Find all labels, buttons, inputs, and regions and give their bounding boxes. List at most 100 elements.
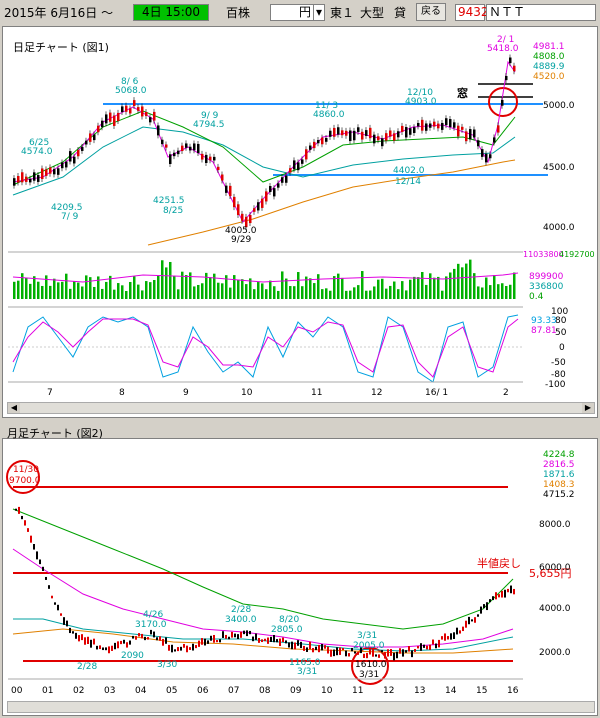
volume-bar <box>489 285 492 299</box>
monthly-candle <box>120 640 122 645</box>
monthly-candle <box>258 637 260 643</box>
label-79-date: 7/ 9 <box>61 212 79 222</box>
monthly-candle <box>435 643 437 649</box>
volume-bar <box>21 273 24 299</box>
monthly-candle <box>282 637 284 643</box>
label-1214-value: 4402.0 <box>393 166 425 176</box>
daily-candle <box>381 138 384 147</box>
back-button[interactable]: 戻る <box>416 3 446 21</box>
label-1214-date: 12/14 <box>395 177 421 187</box>
year-label: 11 <box>352 686 363 696</box>
monthly-candle <box>465 620 467 628</box>
monthly-candle <box>303 645 305 651</box>
stoch-k-line <box>12 314 519 383</box>
daily-candle <box>97 125 100 133</box>
monthly-ma-green <box>12 508 514 630</box>
volume-bar <box>469 259 472 299</box>
month-label-9: 9 <box>183 388 189 398</box>
monthly-candle <box>375 654 377 657</box>
volume-bar <box>349 290 352 299</box>
label-113-value: 4860.0 <box>313 110 345 120</box>
daily-candle <box>185 143 188 148</box>
daily-candle <box>513 65 516 72</box>
period-label: 百株 <box>226 6 251 20</box>
scroll-right-icon[interactable]: ▶ <box>582 403 594 413</box>
daily-candle <box>265 191 268 202</box>
monthly-candle <box>372 649 374 657</box>
code-field[interactable]: 9432 <box>455 4 489 21</box>
daily-candle <box>137 107 140 111</box>
daily-candle <box>497 125 500 133</box>
monthly-candle <box>24 520 26 526</box>
volume-bar <box>157 275 160 299</box>
monthly-candle <box>405 650 407 653</box>
daily-candle <box>129 108 132 114</box>
monthly-candle <box>429 644 431 650</box>
daily-candle <box>345 130 348 136</box>
daily-candle <box>293 160 296 170</box>
label-228b-date: 2/28 <box>231 605 251 615</box>
daily-candle <box>197 143 200 153</box>
monthly-candle <box>234 633 236 638</box>
stoch-value-d: 87.81 <box>531 326 557 336</box>
volume-label-1: 11033800 <box>523 250 564 259</box>
monthly-candle <box>297 640 299 646</box>
daily-candle <box>149 117 152 123</box>
volume-bar <box>297 272 300 299</box>
volume-bar <box>113 289 116 299</box>
unit-select[interactable]: 円 <box>270 4 314 21</box>
label-825-value: 4251.5 <box>153 196 185 206</box>
monthly-chart-panel: 月足チャート (図2) 11/30 9700.0 4/26 3170.0 2/2… <box>2 427 598 716</box>
monthly-candle <box>492 596 494 601</box>
time-field[interactable]: 4日 15:00 <box>133 4 209 21</box>
monthly-axis-2000: 2000.0 <box>539 648 571 658</box>
monthly-candle <box>183 643 185 648</box>
label-99-date: 9/ 9 <box>201 111 219 121</box>
monthly-candle <box>174 649 176 652</box>
daily-candle <box>133 100 136 106</box>
monthly-low-value: 1610.0 <box>355 660 387 670</box>
daily-candle <box>205 154 208 163</box>
monthly-candle <box>168 644 170 651</box>
monthly-candle <box>393 652 395 661</box>
monthly-candle <box>39 559 41 565</box>
volume-bar <box>29 283 32 299</box>
year-label: 03 <box>104 686 115 696</box>
label-331b: 3/31 <box>297 667 317 677</box>
scroll-left-icon[interactable]: ◀ <box>8 403 20 413</box>
monthly-candle <box>150 629 152 635</box>
monthly-candle <box>294 642 296 650</box>
unit-dropdown-arrow-icon[interactable]: ▾ <box>313 4 325 21</box>
monthly-scrollbar[interactable] <box>7 701 595 713</box>
year-label: 06 <box>197 686 209 696</box>
monthly-candle <box>186 645 188 653</box>
daily-candle <box>201 153 204 160</box>
stoch-axis-m80: -80 <box>551 370 566 380</box>
monthly-candle <box>339 647 341 655</box>
daily-candle <box>69 151 72 162</box>
daily-scrollbar[interactable]: ◀ ▶ <box>7 402 595 414</box>
daily-candle <box>125 105 128 112</box>
monthly-candle <box>480 606 482 614</box>
volume-bar <box>41 285 44 299</box>
volume-bar <box>405 290 408 299</box>
monthly-ma-magenta <box>12 548 514 648</box>
daily-chart-svg: 8/ 6 5068.0 6/25 4574.0 4209.5 7/ 9 9/ 9… <box>8 35 595 398</box>
volume-bar <box>461 267 464 299</box>
monthly-candle <box>447 636 449 640</box>
volume-bar <box>65 273 68 299</box>
monthly-candle <box>255 633 257 640</box>
monthly-candle <box>279 638 281 646</box>
volume-bar <box>201 283 204 299</box>
monthly-candle <box>291 641 293 650</box>
volume-bar <box>365 290 368 299</box>
monthly-candle <box>84 637 86 645</box>
volume-bar <box>441 290 444 299</box>
volume-bar <box>321 289 324 299</box>
stoch-axis-100: 100 <box>551 307 568 317</box>
volume-bar <box>385 288 388 299</box>
daily-chart-title: 日足チャート (図1) <box>13 41 109 54</box>
toolbar: 2015年 6月16日 ～ 4日 15:00 百株 円 ▾ 東１ 大型 貸 戻る… <box>0 0 600 24</box>
monthly-candle <box>273 634 275 643</box>
monthly-candle <box>141 633 143 639</box>
